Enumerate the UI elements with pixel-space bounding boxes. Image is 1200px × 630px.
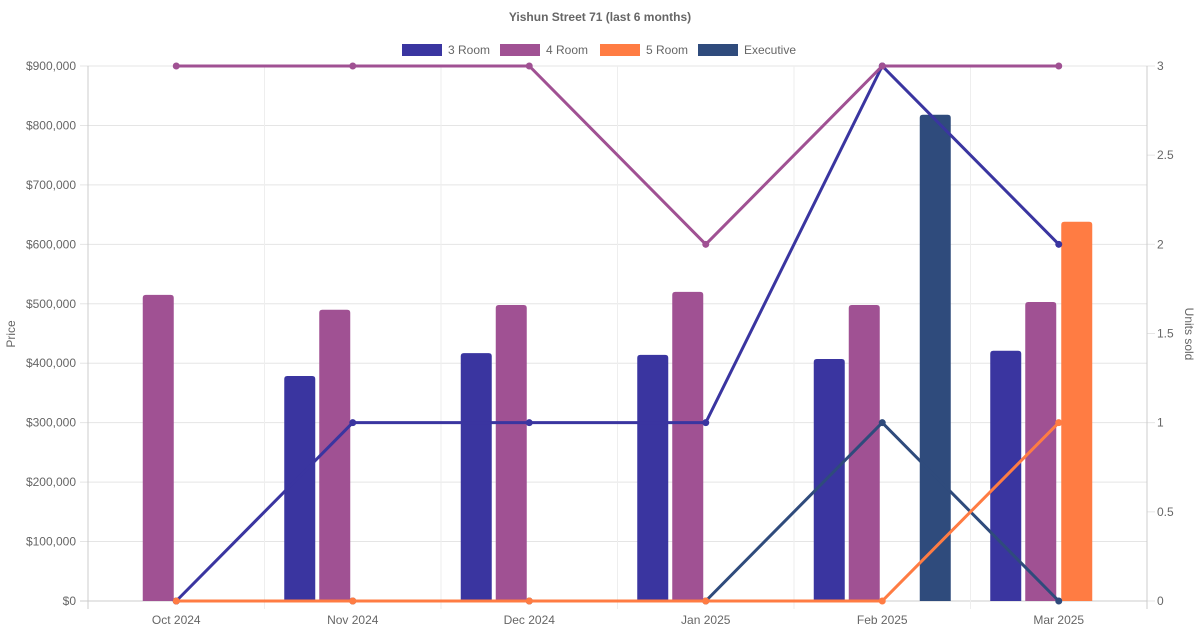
line-3-room <box>175 63 1060 603</box>
y-tick-label: $800,000 <box>26 118 76 132</box>
chart-title: Yishun Street 71 (last 6 months) <box>509 10 691 24</box>
line-point <box>1055 240 1063 248</box>
y-tick-label: $600,000 <box>26 237 76 251</box>
legend-label[interactable]: 5 Room <box>646 43 688 57</box>
bar-5-room <box>1061 221 1093 601</box>
x-tick-label: Nov 2024 <box>327 613 379 627</box>
y2-axis-title: Units sold <box>1182 308 1196 361</box>
bar-4-room <box>495 304 527 601</box>
bar-4-room <box>1025 301 1057 601</box>
line-point <box>1055 597 1063 605</box>
line-point <box>172 62 180 70</box>
lines <box>172 62 1063 605</box>
y-tick-label: $100,000 <box>26 535 76 549</box>
y2-tick-label: 1 <box>1157 416 1164 430</box>
line-point <box>878 419 886 427</box>
legend-swatch <box>500 44 540 56</box>
y2-tick-label: 3 <box>1157 59 1164 73</box>
bar-3-room <box>284 376 316 601</box>
y-tick-label: $500,000 <box>26 297 76 311</box>
line-point <box>349 597 357 605</box>
line-point <box>172 597 180 605</box>
legend-swatch <box>698 44 738 56</box>
y2-tick-label: 2.5 <box>1157 148 1174 162</box>
bar-3-room <box>813 359 845 601</box>
bar-executive <box>919 114 951 601</box>
line-point <box>349 419 357 427</box>
y-tick-label: $0 <box>63 594 77 608</box>
y-tick-label: $700,000 <box>26 178 76 192</box>
y-tick-label: $200,000 <box>26 475 76 489</box>
line-point <box>1055 419 1063 427</box>
x-tick-label: Oct 2024 <box>152 613 201 627</box>
line-4-room <box>176 64 1059 247</box>
bar-3-room <box>637 354 669 601</box>
bars <box>142 114 1093 601</box>
y-tick-label: $300,000 <box>26 416 76 430</box>
line-point <box>1055 62 1063 70</box>
legend-label[interactable]: Executive <box>744 43 796 57</box>
x-tick-label: Jan 2025 <box>681 613 731 627</box>
legend-swatch <box>402 44 442 56</box>
y2-tick-label: 0 <box>1157 594 1164 608</box>
line-point <box>702 419 710 427</box>
line-point <box>525 597 533 605</box>
line-point <box>878 597 886 605</box>
bar-4-room <box>319 309 351 601</box>
y-tick-label: $400,000 <box>26 356 76 370</box>
line-5-room <box>176 421 1060 603</box>
y-axis-title: Price <box>4 320 18 348</box>
x-tick-label: Dec 2024 <box>504 613 556 627</box>
axes: $0 $100,000 $200,000 $300,000 $400,000 $500,0… <box>26 59 1174 627</box>
y2-tick-label: 2 <box>1157 237 1164 251</box>
y2-tick-label: 1.5 <box>1157 327 1174 341</box>
x-tick-label: Feb 2025 <box>857 613 908 627</box>
x-tick-label: Mar 2025 <box>1033 613 1084 627</box>
legend[interactable]: 3 Room 4 Room 5 Room Executive <box>402 43 796 57</box>
legend-swatch <box>600 44 640 56</box>
line-point <box>525 62 533 70</box>
bar-4-room <box>848 304 880 601</box>
line-point <box>878 62 886 70</box>
bar-4-room <box>672 291 704 601</box>
bar-3-room <box>460 353 492 601</box>
y-tick-label: $900,000 <box>26 59 76 73</box>
legend-label[interactable]: 4 Room <box>546 43 588 57</box>
line-point <box>702 240 710 248</box>
line-point <box>525 419 533 427</box>
bar-4-room <box>142 294 174 601</box>
line-point <box>702 597 710 605</box>
legend-label[interactable]: 3 Room <box>448 43 490 57</box>
y2-tick-label: 0.5 <box>1157 505 1174 519</box>
line-point <box>349 62 357 70</box>
